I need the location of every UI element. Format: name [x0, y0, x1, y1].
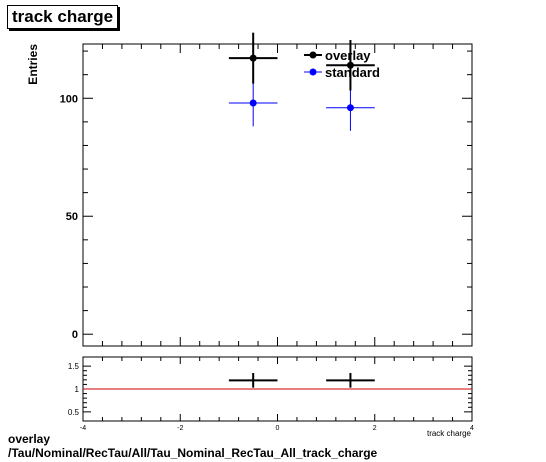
- ratio-y-tick-label: 1.5: [68, 362, 80, 371]
- standard-point: [249, 99, 257, 107]
- legend-marker-overlay: [309, 51, 317, 59]
- chart-title: track charge: [7, 5, 119, 29]
- y-tick-label: 50: [66, 211, 78, 223]
- ratio-x-tick-label: -4: [80, 425, 86, 432]
- overlay-point: [346, 61, 354, 69]
- legend-label-overlay: overlay: [325, 48, 371, 63]
- legend-marker-standard: [309, 68, 317, 76]
- ratio-x-tick-label: 4: [470, 425, 474, 432]
- ratio-x-tick-label: -2: [177, 425, 183, 432]
- ratio-y-tick-label: 0.5: [68, 408, 80, 417]
- x-axis-label: track charge: [427, 429, 472, 438]
- overlay-point: [249, 54, 257, 62]
- legend-label-standard: standard: [325, 65, 380, 80]
- standard-point: [346, 104, 354, 112]
- y-tick-label: 0: [72, 329, 78, 341]
- ratio-x-tick-label: 2: [373, 425, 377, 432]
- y-axis-label: Entries: [26, 44, 40, 85]
- ratio-y-tick-label: 1: [75, 385, 80, 394]
- legend: overlay standard: [304, 48, 380, 80]
- ratio-x-tick-label: 0: [276, 425, 280, 432]
- y-tick-label: 100: [60, 93, 78, 105]
- footer-label: overlay: [8, 432, 51, 446]
- main-plot-frame: [82, 43, 473, 347]
- footer-path: /Tau/Nominal/RecTau/All/Tau_Nominal_RecT…: [8, 446, 378, 460]
